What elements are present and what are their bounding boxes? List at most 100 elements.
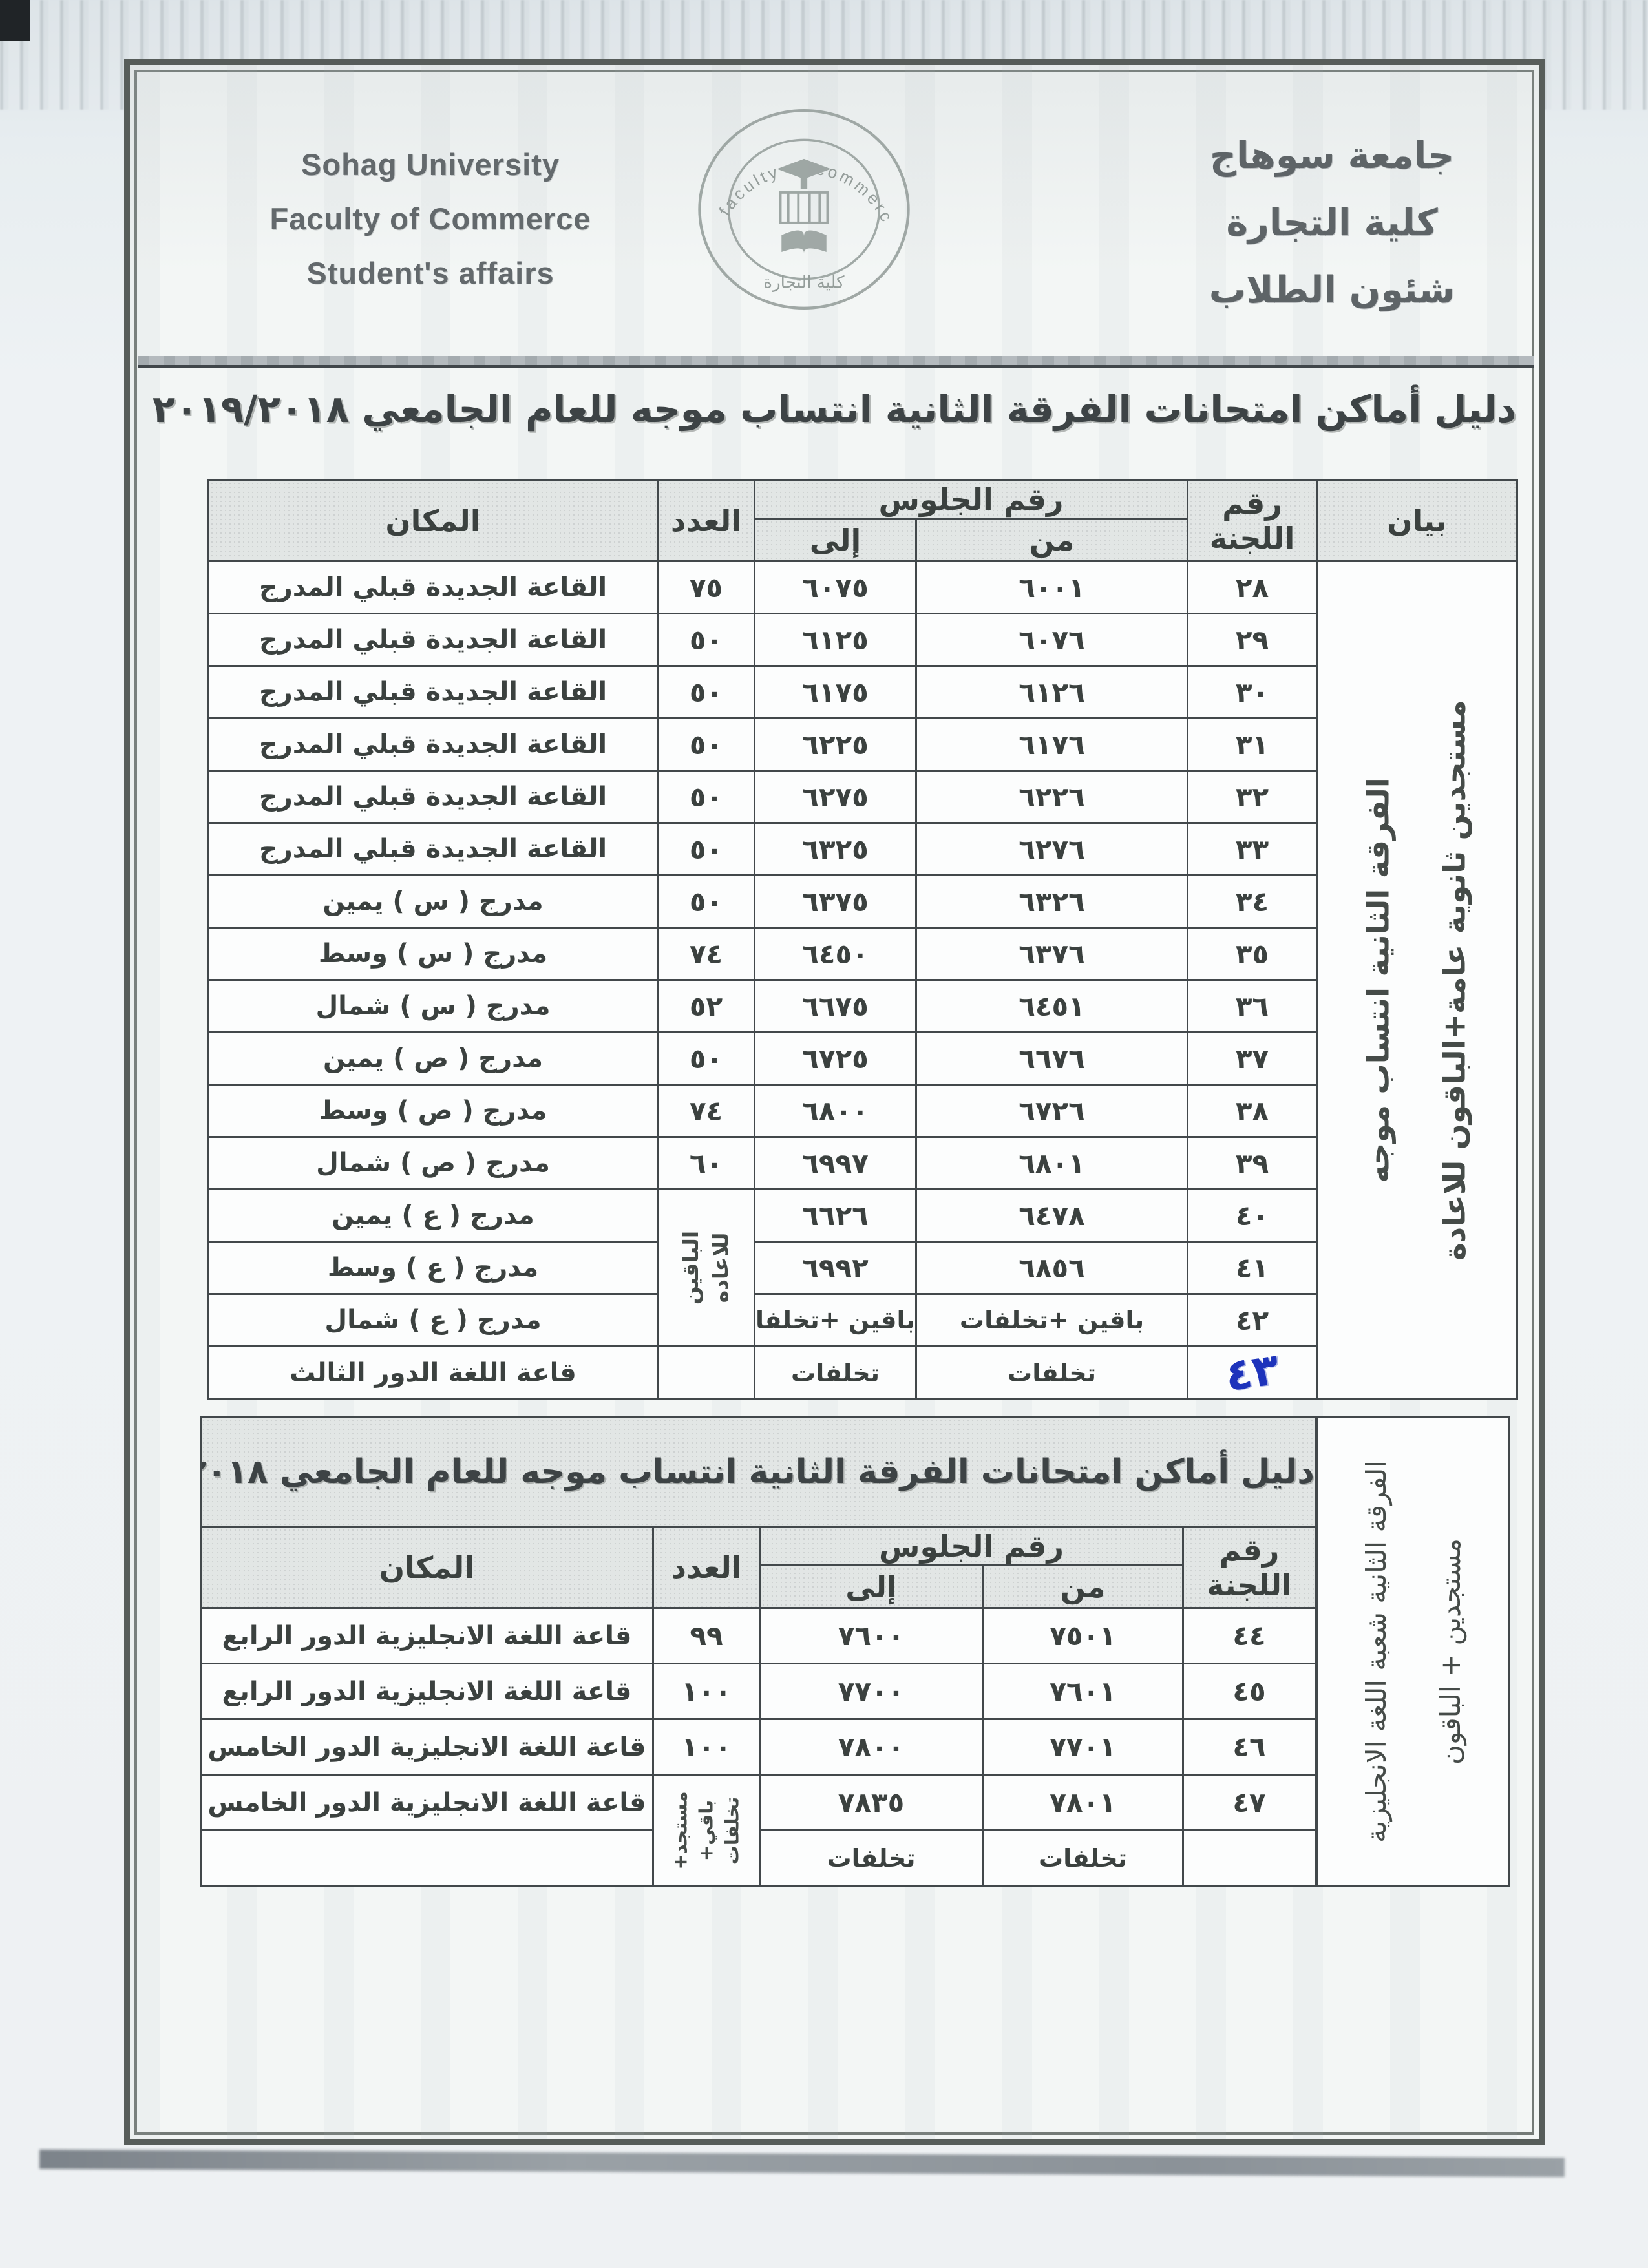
table-row: ٣٦ ٦٤٥١ ٦٦٧٥ ٥٢ مدرج ( س ) شمال [207,979,1517,1033]
table-row: ٣٠ ٦١٢٦ ٦١٧٥ ٥٠ القاعة الجديدة قبلي المد… [207,665,1517,719]
university-name-ar: جامعة سوهاج [1209,134,1455,177]
col-header-place: المكان [199,1526,655,1609]
cell-place: القاعة الجديدة قبلي المدرج [207,717,659,772]
building-icon [779,191,829,224]
cell-place: مدرج ( ع ) شمال [207,1293,659,1347]
cell-place: القاعة الجديدة قبلي المدرج [207,770,659,824]
document-title: دليل أماكن امتحانات الفرقة الثانية انتسا… [152,387,1517,431]
cell-from: ٦١٢٦ [915,665,1189,719]
scan-shadow [39,2149,1565,2178]
cell-committee: ٤٠ [1187,1188,1318,1243]
cell-count: ٧٥ [657,560,755,614]
cell-from: ٦٨٠١ [915,1136,1189,1190]
cell-count: ٥٠ [657,717,755,772]
table-row: ٣٤ ٦٣٢٦ ٦٣٧٥ ٥٠ مدرج ( س ) يمين [207,874,1517,929]
cell-from: ٧٥٠١ [982,1607,1184,1664]
table-row: ٤١ ٦٨٥٦ ٦٩٩٢ مدرج ( ع ) وسط [207,1241,1517,1295]
cell-to: ٦٦٢٦ [753,1188,918,1243]
col-header-from: من [982,1564,1184,1609]
open-book-icon [781,230,827,253]
table-row: ٤٢ باقين +تخلفات باقين +تخلفات مدرج ( ع … [207,1293,1517,1347]
letterhead-english: Sohag University Faculty of Commerce Stu… [233,138,628,300]
cell-from: ٦٦٧٦ [915,1031,1189,1086]
cell-committee: ٣٥ [1187,927,1318,981]
cell-committee: ٤٢ [1187,1293,1318,1347]
cell-to: ٦١٧٥ [753,665,918,719]
cell-from: ٦٧٢٦ [915,1084,1189,1138]
cell-place: القاعة الجديدة قبلي المدرج [207,613,659,667]
cell-committee: ٢٩ [1187,613,1318,667]
cell-committee: ٤١ [1187,1241,1318,1295]
cell-committee: ٤٤ [1182,1607,1316,1664]
table-row: ٤٧ ٧٨٠١ ٧٨٣٥ مستجد+ باقي+ تخلفات قاعة ال… [199,1774,1316,1887]
cell-to: ٦١٢٥ [753,613,918,667]
exam-locations-table-1: بيان رقم اللجنة رقم الجلوس العدد المكان … [207,479,1519,1400]
cell-place: مدرج ( س ) وسط [207,927,659,981]
cell-committee: ٣٠ [1187,665,1318,719]
cell-place: مدرج ( س ) يمين [207,874,659,929]
count2-line-1: مستجد+ [670,1790,692,1870]
table-row: ٢٩ ٦٠٧٦ ٦١٢٥ ٥٠ القاعة الجديدة قبلي المد… [207,613,1517,667]
faculty-seal-logo: faculty of commerce كلية التجارة [691,103,910,310]
table-row: ٣٣ ٦٢٧٦ ٦٣٢٥ ٥٠ القاعة الجديدة قبلي المد… [207,822,1517,876]
table-row: ٣٢ ٦٢٢٦ ٦٢٧٥ ٥٠ القاعة الجديدة قبلي المد… [207,770,1517,824]
col-header-seat-number: رقم الجلوس [753,479,1189,520]
cell-place: قاعة اللغة الانجليزية الدور الرابع [199,1663,655,1720]
cell-place: مدرج ( ص ) وسط [207,1084,659,1138]
cell-from: تخلفات [982,1829,1184,1887]
cell-count: ٥٠ [657,874,755,929]
col-header-count: العدد [652,1526,761,1609]
cell-to: تخلفات [759,1829,984,1887]
table-row: ٤٣ تخلفات تخلفات قاعة اللغة الدور الثالث [207,1345,1517,1400]
col-header-bayan: بيان [1316,479,1519,562]
cell-from: ٦٣٢٦ [915,874,1189,929]
cell-from: ٧٨٠١ [982,1774,1184,1831]
table-row: ٣١ ٦١٧٦ ٦٢٢٥ ٥٠ القاعة الجديدة قبلي المد… [207,717,1517,772]
cell-place: القاعة الجديدة قبلي المدرج [207,560,659,614]
cell-from: ٦٣٧٦ [915,927,1189,981]
cell-committee: ٤٧ [1182,1774,1316,1831]
count-merged-cell-2: مستجد+ باقي+ تخلفات [652,1774,761,1887]
bayan-box-2: الفرقة الثانية شعبة اللغة الانجليزية مست… [1316,1416,1510,1887]
cell-count: ٧٤ [657,927,755,981]
logo-bottom-text: كلية التجارة [763,273,845,293]
cell-count-empty [657,1345,755,1400]
count-merged-line-2: للاعاده [708,1232,734,1303]
cell-to: ٦٣٢٥ [753,822,918,876]
bayan-line-2: مستجدين ثانوية عامة+الباقون للاعادة [1437,700,1473,1261]
col-header-from: من [915,518,1189,562]
cell-to: ٦٦٧٥ [753,979,918,1033]
cell-count: ٩٩ [652,1607,761,1664]
cell-place: قاعة اللغة الدور الثالث [207,1345,659,1400]
cell-count: ٥٠ [657,822,755,876]
cell-place-empty [199,1829,655,1887]
count2-line-2: باقي+ [695,1800,718,1861]
cell-count: ١٠٠ [652,1663,761,1720]
cell-from: ٦٨٥٦ [915,1241,1189,1295]
col-header-place: المكان [207,479,659,562]
cell-count: ٥٠ [657,1031,755,1086]
cell-place: مدرج ( ص ) يمين [207,1031,659,1086]
count2-line-3: تخلفات [721,1796,744,1864]
table-row: ٣٥ ٦٣٧٦ ٦٤٥٠ ٧٤ مدرج ( س ) وسط [207,927,1517,981]
cell-to: ٦٢٧٥ [753,770,918,824]
cell-committee: ٤٦ [1182,1718,1316,1776]
table-row: ٤٤ ٧٥٠١ ٧٦٠٠ ٩٩ قاعة اللغة الانجليزية ال… [199,1607,1316,1664]
cell-count: ٥٠ [657,613,755,667]
cell-place: مدرج ( ص ) شمال [207,1136,659,1190]
cell-committee: ٣٧ [1187,1031,1318,1086]
cell-to: باقين +تخلفات [753,1293,918,1347]
bayan-line-1: الفرقة الثانية انتساب موجه [1360,777,1397,1183]
letterhead-arabic: جامعة سوهاج كلية التجارة شئون الطلاب [1132,122,1532,324]
cell-from: ٦٢٧٦ [915,822,1189,876]
cell-from: ٧٧٠١ [982,1718,1184,1776]
cell-to: ٦٢٢٥ [753,717,918,772]
col-header-to: إلى [759,1564,984,1609]
cell-committee: ٣٨ [1187,1084,1318,1138]
col-header-count: العدد [657,479,755,562]
col-header-to: إلى [753,518,918,562]
count-merged-line-1: الباقين [678,1230,704,1305]
cell-from: تخلفات [915,1345,1189,1400]
cell-place: مدرج ( س ) شمال [207,979,659,1033]
cell-to: ٦٠٧٥ [753,560,918,614]
